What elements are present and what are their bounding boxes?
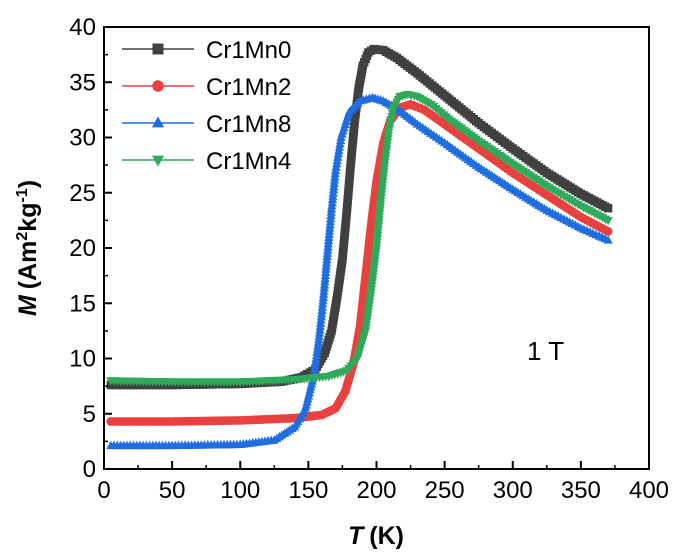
y-tick-label: 10 [69, 346, 96, 373]
y-tick-label: 5 [83, 401, 96, 428]
x-tick-label: 100 [220, 477, 260, 504]
field-annotation: 1 T [527, 336, 564, 366]
legend-marker [152, 43, 164, 55]
data-point [603, 227, 613, 236]
y-axis-unit-sup-1: 2 [14, 232, 31, 241]
legend: Cr1Mn0 Cr1Mn2 Cr1Mn8 Cr1Mn4 [122, 37, 291, 175]
x-axis-unit: (K) [369, 522, 404, 550]
y-axis-unit-3: ) [14, 180, 42, 188]
legend-entry-Cr1Mn8: Cr1Mn8 [122, 111, 291, 138]
legend-marker [151, 155, 165, 167]
x-tick-label: 250 [425, 477, 465, 504]
x-tick-label: 350 [561, 477, 601, 504]
y-tick-label: 15 [69, 290, 96, 317]
legend-label: Cr1Mn8 [206, 111, 291, 138]
y-tick-label: 0 [83, 456, 96, 483]
series-Cr1Mn4 [106, 91, 613, 387]
y-axis-unit-2: kg [14, 203, 42, 232]
data-point [603, 204, 613, 213]
y-axis-label: M (Am2kg-1) [14, 180, 42, 316]
legend-entry-Cr1Mn0: Cr1Mn0 [122, 37, 291, 64]
legend-label: Cr1Mn0 [206, 37, 291, 64]
x-axis-label: T (K) [348, 522, 404, 550]
series-Cr1Mn8 [106, 92, 613, 450]
series-line [110, 97, 609, 447]
x-tick-label: 300 [493, 477, 533, 504]
x-tick-label: 50 [159, 477, 186, 504]
data-layer [106, 44, 613, 450]
x-tick-label: 0 [97, 477, 110, 504]
legend-label: Cr1Mn2 [206, 74, 291, 101]
series-Cr1Mn2 [106, 99, 613, 426]
y-tick-label: 35 [69, 69, 96, 96]
legend-entry-Cr1Mn2: Cr1Mn2 [122, 74, 291, 101]
y-axis-unit-1: (Am [14, 241, 42, 290]
legend-entry-Cr1Mn4: Cr1Mn4 [122, 148, 291, 175]
y-tick-label: 40 [69, 14, 96, 41]
y-tick-label: 20 [69, 235, 96, 262]
legend-marker [152, 80, 164, 92]
y-tick-label: 25 [69, 180, 96, 207]
y-axis-symbol: M [14, 294, 42, 316]
data-point [603, 235, 613, 244]
series-line [110, 103, 609, 423]
legend-label: Cr1Mn4 [206, 148, 291, 175]
legend-marker [151, 116, 165, 128]
x-tick-label: 200 [356, 477, 396, 504]
data-point [603, 217, 613, 226]
y-axis-unit-sup-2: -1 [14, 188, 31, 202]
axis-ticks: 0 50 100 150 200 250 300 350 400 0 5 10 15 20 25 30 35 40 [69, 14, 669, 504]
x-tick-label: 400 [629, 477, 669, 504]
y-tick-label: 30 [69, 125, 96, 152]
x-tick-label: 150 [288, 477, 328, 504]
x-axis-symbol: T [348, 522, 366, 550]
